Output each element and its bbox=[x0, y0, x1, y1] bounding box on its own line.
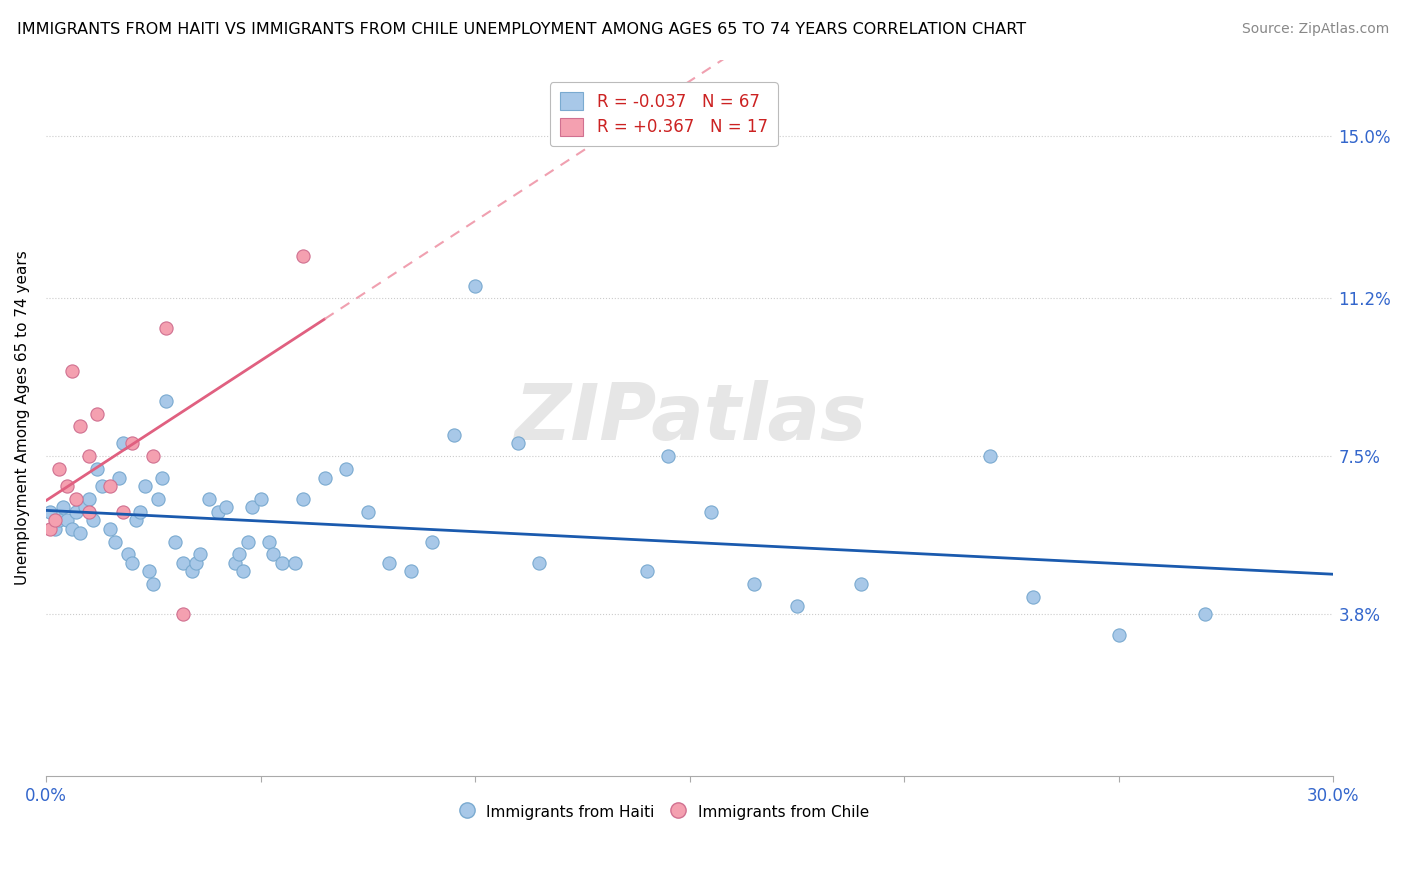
Point bbox=[742, 577, 765, 591]
Point bbox=[129, 505, 152, 519]
Point bbox=[52, 500, 75, 515]
Point bbox=[65, 491, 87, 506]
Point bbox=[98, 522, 121, 536]
Point bbox=[292, 491, 315, 506]
Point bbox=[240, 500, 263, 515]
Point bbox=[378, 556, 401, 570]
Point bbox=[48, 462, 70, 476]
Point bbox=[257, 534, 280, 549]
Point bbox=[56, 513, 79, 527]
Point bbox=[142, 577, 165, 591]
Point bbox=[180, 565, 202, 579]
Text: ZIPatlas: ZIPatlas bbox=[513, 380, 866, 456]
Point bbox=[155, 393, 177, 408]
Point bbox=[284, 556, 307, 570]
Point bbox=[1108, 628, 1130, 642]
Point bbox=[636, 565, 658, 579]
Point bbox=[155, 321, 177, 335]
Point bbox=[249, 491, 271, 506]
Point bbox=[86, 462, 108, 476]
Point bbox=[134, 479, 156, 493]
Point bbox=[112, 505, 135, 519]
Point bbox=[39, 522, 62, 536]
Point bbox=[236, 534, 259, 549]
Point bbox=[443, 428, 465, 442]
Point bbox=[60, 364, 83, 378]
Point bbox=[420, 534, 443, 549]
Point bbox=[77, 505, 100, 519]
Point bbox=[142, 450, 165, 464]
Point bbox=[215, 500, 238, 515]
Point bbox=[190, 547, 212, 561]
Point bbox=[90, 479, 112, 493]
Point bbox=[39, 505, 62, 519]
Point bbox=[506, 436, 529, 450]
Point bbox=[125, 513, 148, 527]
Point bbox=[146, 491, 169, 506]
Point bbox=[198, 491, 221, 506]
Point bbox=[207, 505, 229, 519]
Point bbox=[271, 556, 294, 570]
Point bbox=[399, 565, 422, 579]
Y-axis label: Unemployment Among Ages 65 to 74 years: Unemployment Among Ages 65 to 74 years bbox=[15, 251, 30, 585]
Point bbox=[228, 547, 250, 561]
Point bbox=[357, 505, 380, 519]
Point bbox=[65, 505, 87, 519]
Point bbox=[979, 450, 1001, 464]
Point bbox=[77, 491, 100, 506]
Point bbox=[112, 436, 135, 450]
Point bbox=[657, 450, 679, 464]
Point bbox=[464, 278, 486, 293]
Point bbox=[700, 505, 723, 519]
Point bbox=[82, 513, 104, 527]
Point bbox=[224, 556, 246, 570]
Point bbox=[69, 526, 91, 541]
Text: Source: ZipAtlas.com: Source: ZipAtlas.com bbox=[1241, 22, 1389, 37]
Point bbox=[232, 565, 254, 579]
Point bbox=[851, 577, 873, 591]
Point bbox=[44, 513, 66, 527]
Point bbox=[529, 556, 551, 570]
Point bbox=[186, 556, 208, 570]
Point bbox=[262, 547, 284, 561]
Point bbox=[77, 450, 100, 464]
Point bbox=[314, 470, 336, 484]
Point bbox=[121, 436, 143, 450]
Point bbox=[163, 534, 186, 549]
Legend: Immigrants from Haiti, Immigrants from Chile: Immigrants from Haiti, Immigrants from C… bbox=[453, 797, 875, 826]
Point bbox=[121, 556, 143, 570]
Point bbox=[73, 500, 96, 515]
Point bbox=[786, 599, 808, 613]
Point bbox=[69, 419, 91, 434]
Point bbox=[56, 479, 79, 493]
Point bbox=[1194, 607, 1216, 621]
Point bbox=[150, 470, 173, 484]
Point bbox=[172, 556, 194, 570]
Point bbox=[138, 565, 160, 579]
Point bbox=[292, 249, 315, 263]
Point bbox=[1022, 590, 1045, 604]
Text: IMMIGRANTS FROM HAITI VS IMMIGRANTS FROM CHILE UNEMPLOYMENT AMONG AGES 65 TO 74 : IMMIGRANTS FROM HAITI VS IMMIGRANTS FROM… bbox=[17, 22, 1026, 37]
Point bbox=[98, 479, 121, 493]
Point bbox=[86, 407, 108, 421]
Point bbox=[60, 522, 83, 536]
Point bbox=[172, 607, 194, 621]
Point bbox=[117, 547, 139, 561]
Point bbox=[48, 513, 70, 527]
Point bbox=[108, 470, 131, 484]
Point bbox=[44, 522, 66, 536]
Point bbox=[104, 534, 127, 549]
Point bbox=[335, 462, 357, 476]
